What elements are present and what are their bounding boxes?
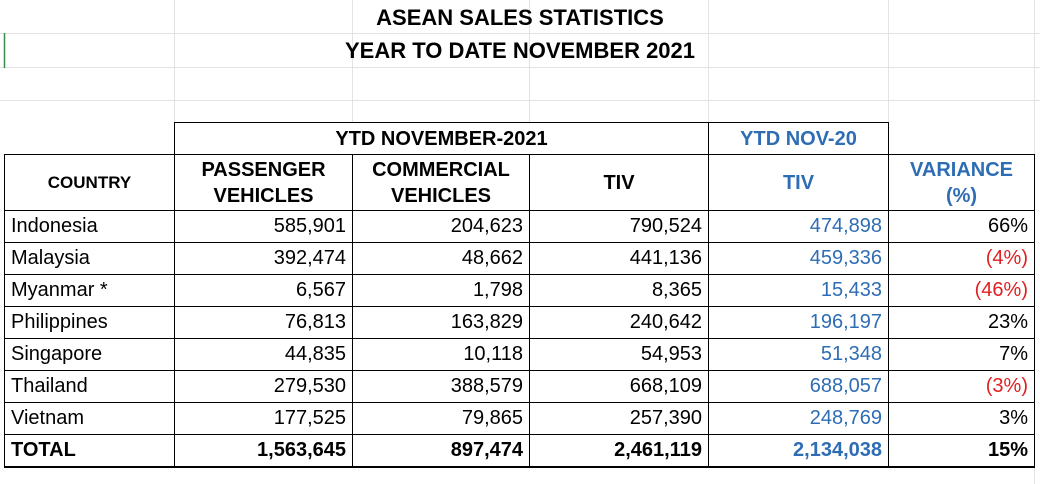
column-header-tiv: TIV [529,154,709,211]
country-cell: Indonesia [4,210,175,243]
column-header-commercial-line2: VEHICLES [390,184,492,207]
variance-cell: 3% [888,402,1035,435]
tiv-previous-cell: 15,433 [708,274,889,307]
country-cell: Singapore [4,338,175,371]
total-row: TOTAL 1,563,645 897,474 2,461,119 2,134,… [4,434,1035,468]
commercial-cell: 48,662 [352,242,530,275]
variance-cell: 66% [888,210,1035,243]
total-label: TOTAL [4,434,175,468]
table-row: Thailand 279,530 388,579 668,109 688,057… [4,370,1035,403]
tiv-previous-cell: 248,769 [708,402,889,435]
table-row: Myanmar * 6,567 1,798 8,365 15,433 (46%) [4,274,1035,307]
column-header-country: COUNTRY [4,154,175,211]
tiv-cell: 257,390 [529,402,709,435]
tiv-previous-cell: 474,898 [708,210,889,243]
passenger-cell: 6,567 [174,274,353,307]
table-row: Vietnam 177,525 79,865 257,390 248,769 3… [4,402,1035,435]
column-header-commercial: COMMERCIAL VEHICLES [352,154,530,211]
passenger-cell: 44,835 [174,338,353,371]
variance-cell: 7% [888,338,1035,371]
commercial-cell: 79,865 [352,402,530,435]
sheet-subtitle: YEAR TO DATE NOVEMBER 2021 [344,38,696,63]
column-header-passenger: PASSENGER VEHICLES [174,154,353,211]
tiv-cell: 668,109 [529,370,709,403]
commercial-cell: 388,579 [352,370,530,403]
column-header-variance-line1: VARIANCE [910,158,1013,181]
column-header-variance: VARIANCE (%) [888,154,1035,211]
passenger-cell: 279,530 [174,370,353,403]
tiv-previous-cell: 196,197 [708,306,889,339]
total-commercial-cell: 897,474 [352,434,530,468]
passenger-cell: 392,474 [174,242,353,275]
total-tiv-cell: 2,461,119 [529,434,709,468]
commercial-cell: 204,623 [352,210,530,243]
column-header-commercial-line1: COMMERCIAL [372,158,510,181]
commercial-cell: 1,798 [352,274,530,307]
country-cell: Vietnam [4,402,175,435]
variance-cell: (4%) [888,242,1035,275]
tiv-cell: 441,136 [529,242,709,275]
tiv-cell: 240,642 [529,306,709,339]
tiv-cell: 54,953 [529,338,709,371]
sales-statistics-table: YTD NOVEMBER-2021 YTD NOV-20 COUNTRY PAS… [4,122,1035,468]
passenger-cell: 585,901 [174,210,353,243]
variance-cell: (3%) [888,370,1035,403]
total-passenger-cell: 1,563,645 [174,434,353,468]
column-header-passenger-line2: VEHICLES [213,184,314,207]
country-cell: Myanmar * [4,274,175,307]
country-cell: Malaysia [4,242,175,275]
variance-cell: 23% [888,306,1035,339]
tiv-cell: 8,365 [529,274,709,307]
blank-cell [889,123,1035,155]
tiv-cell: 790,524 [529,210,709,243]
table-row: Singapore 44,835 10,118 54,953 51,348 7% [4,338,1035,371]
tiv-previous-cell: 688,057 [708,370,889,403]
commercial-cell: 163,829 [352,306,530,339]
tiv-previous-cell: 459,336 [708,242,889,275]
total-variance-cell: 15% [888,434,1035,468]
commercial-cell: 10,118 [352,338,530,371]
country-cell: Thailand [4,370,175,403]
total-tiv-previous-cell: 2,134,038 [708,434,889,468]
table-row: Malaysia 392,474 48,662 441,136 459,336 … [4,242,1035,275]
passenger-cell: 177,525 [174,402,353,435]
group-header-previous: YTD NOV-20 [708,122,889,155]
table-row: Philippines 76,813 163,829 240,642 196,1… [4,306,1035,339]
tiv-previous-cell: 51,348 [708,338,889,371]
table-row: Indonesia 585,901 204,623 790,524 474,89… [4,210,1035,243]
column-header-variance-line2: (%) [945,184,978,207]
variance-cell: (46%) [888,274,1035,307]
country-cell: Philippines [4,306,175,339]
column-header-tiv-previous: TIV [708,154,889,211]
group-header-current: YTD NOVEMBER-2021 [174,122,709,155]
column-header-passenger-line1: PASSENGER [201,158,326,181]
blank-cell [5,123,175,155]
passenger-cell: 76,813 [174,306,353,339]
sheet-title: ASEAN SALES STATISTICS [376,5,664,30]
